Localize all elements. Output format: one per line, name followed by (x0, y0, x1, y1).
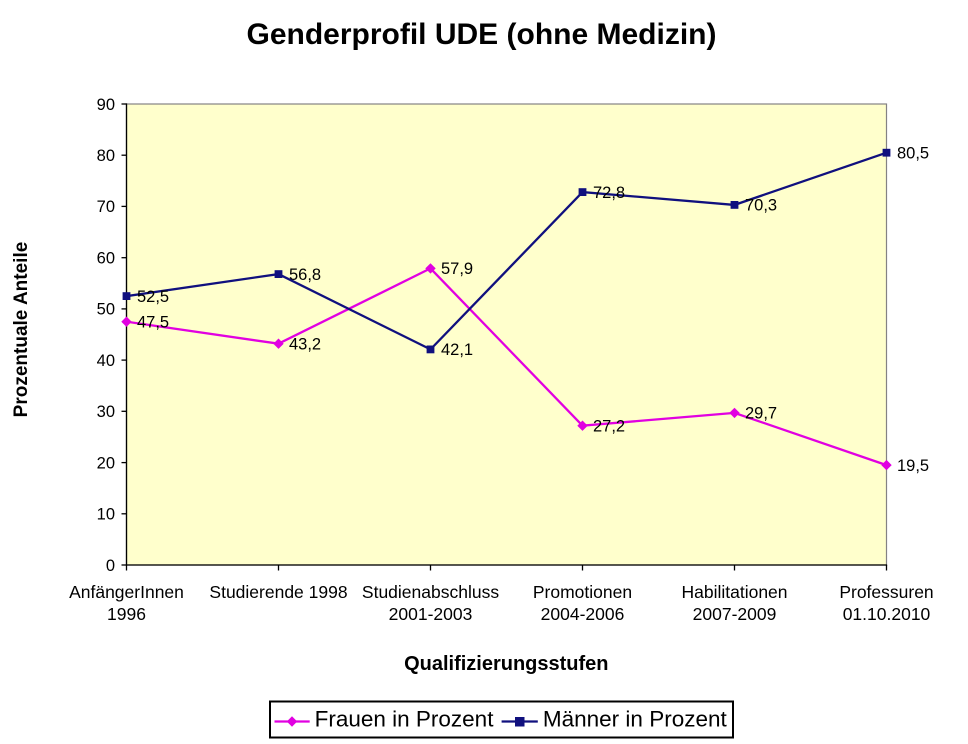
svg-text:01.10.2010: 01.10.2010 (843, 604, 931, 624)
svg-text:19,5: 19,5 (897, 457, 929, 475)
svg-text:0: 0 (106, 557, 115, 575)
svg-text:Qualifizierungsstufen: Qualifizierungsstufen (404, 653, 608, 675)
svg-text:50: 50 (97, 301, 115, 319)
svg-text:2004-2006: 2004-2006 (541, 604, 625, 624)
svg-text:40: 40 (97, 352, 115, 370)
svg-text:Studierende 1998: Studierende 1998 (209, 582, 347, 602)
svg-text:80,5: 80,5 (897, 145, 929, 163)
svg-text:Studienabschluss: Studienabschluss (362, 582, 499, 602)
svg-text:Professuren: Professuren (839, 582, 933, 602)
svg-text:70: 70 (97, 198, 115, 216)
svg-text:30: 30 (97, 403, 115, 421)
svg-text:60: 60 (97, 250, 115, 268)
svg-text:27,2: 27,2 (593, 418, 625, 436)
svg-text:29,7: 29,7 (745, 405, 777, 423)
svg-text:72,8: 72,8 (593, 184, 625, 202)
svg-text:80: 80 (97, 147, 115, 165)
svg-text:Frauen in Prozent: Frauen in Prozent (315, 707, 495, 732)
svg-text:2007-2009: 2007-2009 (693, 604, 777, 624)
svg-text:52,5: 52,5 (137, 288, 169, 306)
svg-text:90: 90 (97, 96, 115, 114)
svg-text:20: 20 (97, 454, 115, 472)
svg-text:43,2: 43,2 (289, 336, 321, 354)
svg-text:Prozentuale Anteile: Prozentuale Anteile (11, 242, 32, 418)
svg-text:Männer in Prozent: Männer in Prozent (543, 707, 728, 732)
svg-text:10: 10 (97, 506, 115, 524)
svg-text:42,1: 42,1 (441, 341, 473, 359)
svg-text:Habilitationen: Habilitationen (681, 582, 787, 602)
svg-text:2001-2003: 2001-2003 (389, 604, 473, 624)
svg-text:57,9: 57,9 (441, 260, 473, 278)
svg-text:47,5: 47,5 (137, 314, 169, 332)
svg-text:1996: 1996 (107, 604, 146, 624)
svg-text:Promotionen: Promotionen (533, 582, 632, 602)
svg-text:Genderprofil UDE (ohne Medizin: Genderprofil UDE (ohne Medizin) (247, 18, 717, 51)
svg-text:AnfängerInnen: AnfängerInnen (69, 582, 184, 602)
svg-text:70,3: 70,3 (745, 197, 777, 215)
svg-text:56,8: 56,8 (289, 266, 321, 284)
